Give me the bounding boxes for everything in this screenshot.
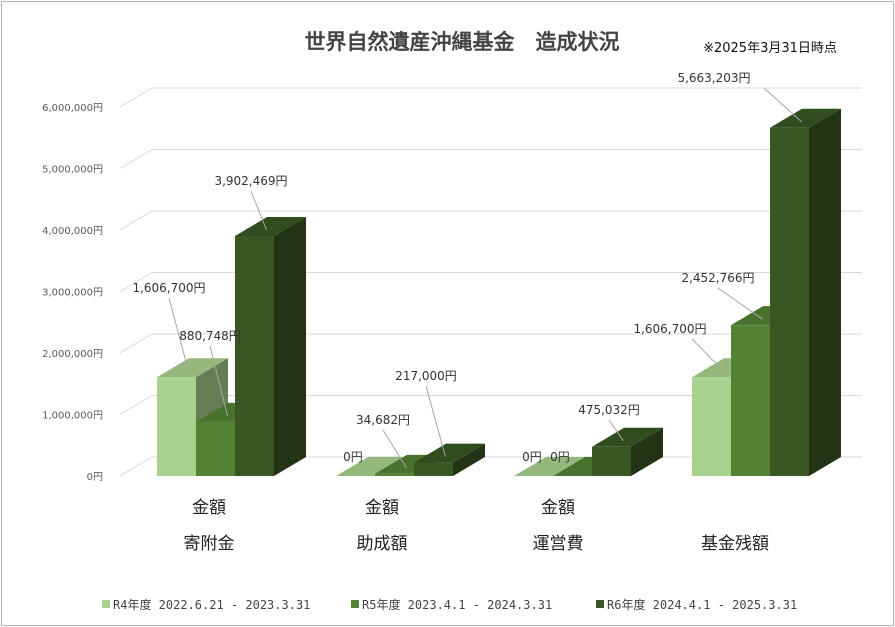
bar-top-face: [336, 457, 407, 476]
bar-top-face: [414, 443, 485, 463]
gridline-diagonal: [119, 149, 153, 169]
leader-line: [168, 297, 189, 372]
bar-front-face: [770, 127, 809, 476]
y-tick-label: 6,000,000円: [42, 103, 103, 114]
gridline-diagonal: [119, 333, 153, 354]
bar-side-face: [453, 443, 485, 476]
bar-front-face: [414, 462, 453, 476]
bar-side-face: [809, 108, 841, 476]
data-label: 1,606,700円: [633, 322, 706, 336]
leader-line: [763, 87, 802, 123]
category-label: 寄附金: [184, 534, 235, 554]
legend-label: R6年度 2024.4.1 - 2025.3.31: [607, 597, 797, 612]
bar: [592, 427, 663, 476]
gridline-diagonal: [119, 210, 153, 231]
bar-top-face: [235, 216, 306, 236]
bar-top-face: [157, 358, 228, 378]
leader-line: [691, 338, 724, 372]
data-label: 880,748円: [179, 329, 241, 343]
legend-swatch: [102, 600, 110, 608]
data-label: 0円: [522, 450, 542, 464]
y-tick-label: 1,000,000円: [42, 411, 103, 422]
bar: [235, 216, 306, 476]
data-label: 0円: [343, 450, 363, 464]
y-tick-label: 5,000,000円: [42, 165, 103, 176]
legend-swatch: [351, 600, 359, 608]
gridline-diagonal: [119, 87, 153, 108]
data-label: 0円: [550, 450, 570, 464]
bar-top-face: [514, 457, 585, 476]
bar-top-face: [592, 427, 663, 447]
bar: [336, 457, 407, 477]
bar: [414, 443, 485, 476]
bar-front-face: [196, 421, 235, 476]
category-label: 助成額: [357, 534, 408, 554]
bar-front-face: [692, 377, 731, 476]
y-tick-label: 2,000,000円: [42, 349, 103, 360]
chart-title: 世界自然遺産沖縄基金 造成状況: [305, 30, 620, 54]
leader-line: [209, 345, 228, 416]
leader-line: [382, 429, 407, 469]
data-label: 34,682円: [356, 413, 410, 427]
y-tick-label: 3,000,000円: [42, 288, 103, 299]
y-tick-label: 4,000,000円: [42, 226, 103, 237]
legend-label: R4年度 2022.6.21 - 2023.3.31: [113, 597, 310, 612]
category-label-top: 金額: [192, 498, 226, 518]
gridline-diagonal: [119, 456, 153, 477]
leader-line: [717, 287, 763, 320]
date-note: ※2025年3月31日時点: [703, 41, 837, 56]
category-label-top: 金額: [365, 498, 399, 518]
y-tick-label: 0円: [87, 472, 103, 483]
data-label: 1,606,700円: [132, 281, 205, 295]
bar-top-face: [770, 108, 841, 128]
bar-front-face: [235, 235, 274, 476]
data-label: 2,452,766円: [681, 271, 754, 285]
bar-front-face: [592, 446, 631, 476]
bar-front-face: [375, 473, 414, 476]
bar-side-face: [631, 427, 663, 476]
bar-front-face: [731, 325, 770, 476]
data-label: 3,902,469円: [214, 174, 287, 188]
bar: [770, 108, 841, 476]
bar: [514, 457, 585, 477]
leader-line: [250, 190, 267, 231]
leader-line: [425, 385, 446, 457]
bar-front-face: [157, 377, 196, 476]
leader-line: [608, 419, 624, 442]
bar-side-face: [274, 216, 306, 476]
legend-label: R5年度 2023.4.1 - 2024.3.31: [362, 597, 552, 612]
data-label: 475,032円: [578, 403, 640, 417]
data-label: 217,000円: [395, 369, 457, 383]
legend-swatch: [596, 600, 604, 608]
gridline-diagonal: [119, 272, 153, 292]
category-label: 基金残額: [701, 534, 769, 554]
gridline-diagonal: [119, 395, 153, 415]
category-label-top: 金額: [541, 498, 575, 518]
data-label: 5,663,203円: [677, 71, 750, 85]
category-label: 運営費: [533, 534, 584, 554]
